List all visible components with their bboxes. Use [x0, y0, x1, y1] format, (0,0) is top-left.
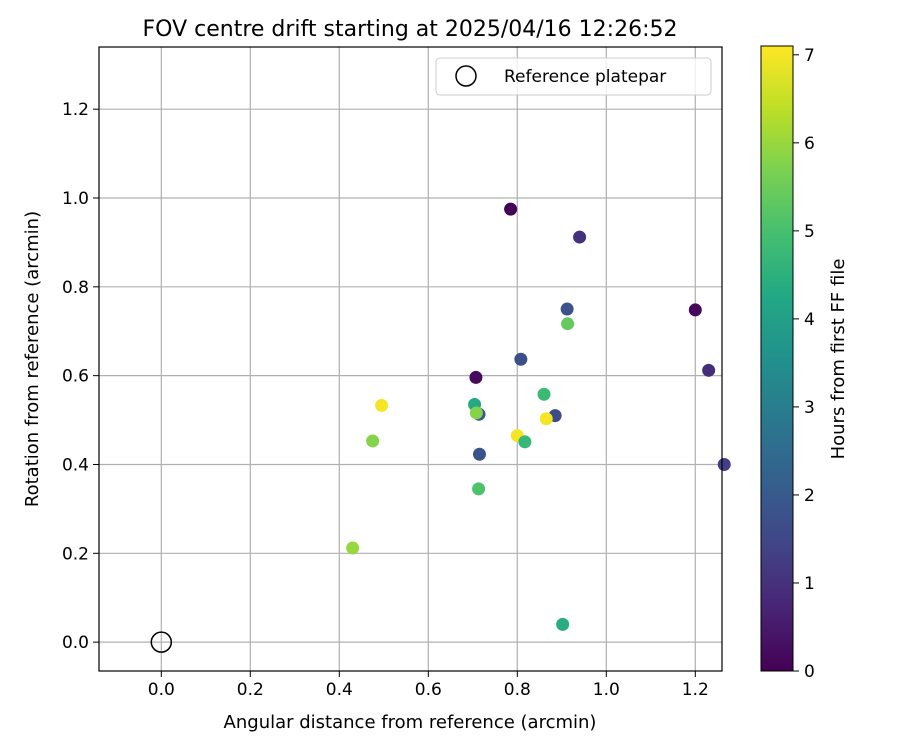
scatter-point	[514, 352, 528, 366]
scatter-point	[472, 447, 486, 461]
x-tick-label: 0.8	[504, 680, 531, 700]
x-tick-label: 0.2	[237, 680, 264, 700]
plot-frame	[98, 46, 723, 672]
scatter-point	[518, 435, 532, 449]
scatter-point	[688, 303, 702, 317]
x-tick-label: 1.2	[682, 680, 709, 700]
scatter-point	[561, 317, 575, 331]
scatter-point	[539, 412, 553, 426]
y-tick-label: 0.6	[62, 367, 89, 387]
scatter-point	[702, 363, 716, 377]
scatter-point	[472, 482, 486, 496]
scatter-points	[346, 202, 731, 631]
colorbar-tick-label: 5	[804, 222, 815, 242]
scatter-point	[556, 617, 570, 631]
colorbar-tick-label: 7	[804, 46, 815, 66]
y-tick-label: 1.0	[62, 189, 89, 209]
colorbar-tick-label: 3	[804, 398, 815, 418]
scatter-point	[717, 457, 731, 471]
scatter-point	[504, 202, 518, 216]
grid-lines	[99, 47, 722, 671]
legend: Reference platepar	[435, 57, 712, 96]
colorbar-label: Hours from first FF file	[828, 259, 849, 460]
y-tick-label: 0.8	[62, 278, 89, 298]
reference-marker-group	[150, 631, 173, 653]
scatter-point	[573, 230, 587, 244]
scatter-point	[469, 370, 483, 384]
colorbar-gradient	[760, 45, 794, 672]
y-tick-label: 0.4	[62, 455, 89, 475]
scatter-point	[366, 434, 380, 448]
legend-reference-marker	[455, 65, 477, 87]
colorbar-ticks: 0 1 2 3 4 5 6 7	[793, 46, 815, 682]
x-tick-label: 0.0	[148, 680, 175, 700]
legend-box	[435, 57, 712, 96]
x-axis-label: Angular distance from reference (arcmin)	[224, 712, 597, 733]
colorbar-tick-label: 2	[804, 486, 815, 506]
scatter-point	[537, 387, 551, 401]
colorbar-tick-label: 0	[804, 662, 815, 682]
scatter-point	[346, 541, 360, 555]
y-tick-label: 0.2	[62, 544, 89, 564]
x-tick-label: 1.0	[593, 680, 620, 700]
scatter-point	[375, 398, 389, 412]
colorbar: 0 1 2 3 4 5 6 7 Hours from first FF file	[760, 45, 849, 682]
y-tick-label: 1.2	[62, 100, 89, 120]
colorbar-tick-label: 1	[804, 574, 815, 594]
x-tick-label: 0.6	[415, 680, 442, 700]
scatter-point	[560, 302, 574, 316]
y-axis-label: Rotation from reference (arcmin)	[22, 211, 43, 507]
reference-platepar-marker	[150, 631, 173, 653]
legend-label-reference: Reference platepar	[504, 67, 666, 87]
colorbar-tick-label: 6	[804, 134, 815, 154]
y-tick-label: 0.0	[62, 633, 89, 653]
x-tick-label: 0.4	[326, 680, 353, 700]
x-axis-ticks: 0.0 0.2 0.4 0.6 0.8 1.0 1.2	[148, 671, 709, 700]
chart-title: FOV centre drift starting at 2025/04/16 …	[143, 17, 678, 42]
scatter-point	[469, 406, 483, 420]
y-axis-ticks: 0.0 0.2 0.4 0.6 0.8 1.0 1.2	[62, 100, 99, 653]
colorbar-tick-label: 4	[804, 310, 815, 330]
